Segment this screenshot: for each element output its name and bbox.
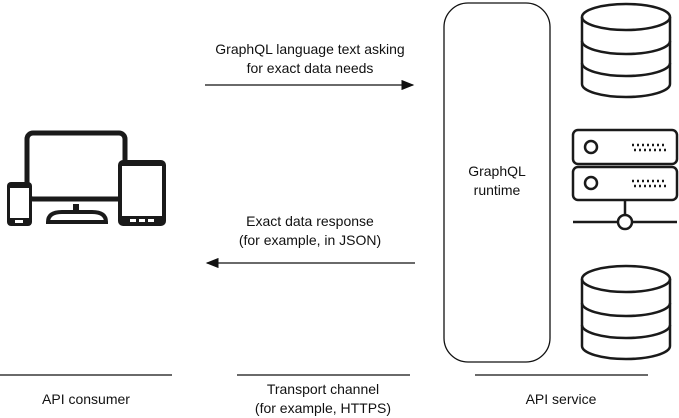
transport-label-line1: Transport channel [267, 381, 379, 397]
database-icon [580, 2, 672, 99]
api-consumer-label: API consumer [42, 391, 130, 407]
response-label-line1: Exact data response [246, 213, 374, 229]
request-label-line1: GraphQL language text asking [215, 41, 404, 57]
runtime-label-line1: GraphQL [468, 163, 526, 179]
response-label-line2: (for example, in JSON) [239, 232, 381, 248]
request-label-line2: for exact data needs [247, 60, 374, 76]
graphql-runtime-box [443, 2, 551, 363]
database-icon [580, 264, 672, 361]
devices-icon [7, 130, 166, 226]
server-icon [571, 128, 679, 231]
runtime-label-line2: runtime [474, 182, 521, 198]
api-service-label: API service [526, 391, 597, 407]
transport-label-line2: (for example, HTTPS) [255, 400, 391, 416]
